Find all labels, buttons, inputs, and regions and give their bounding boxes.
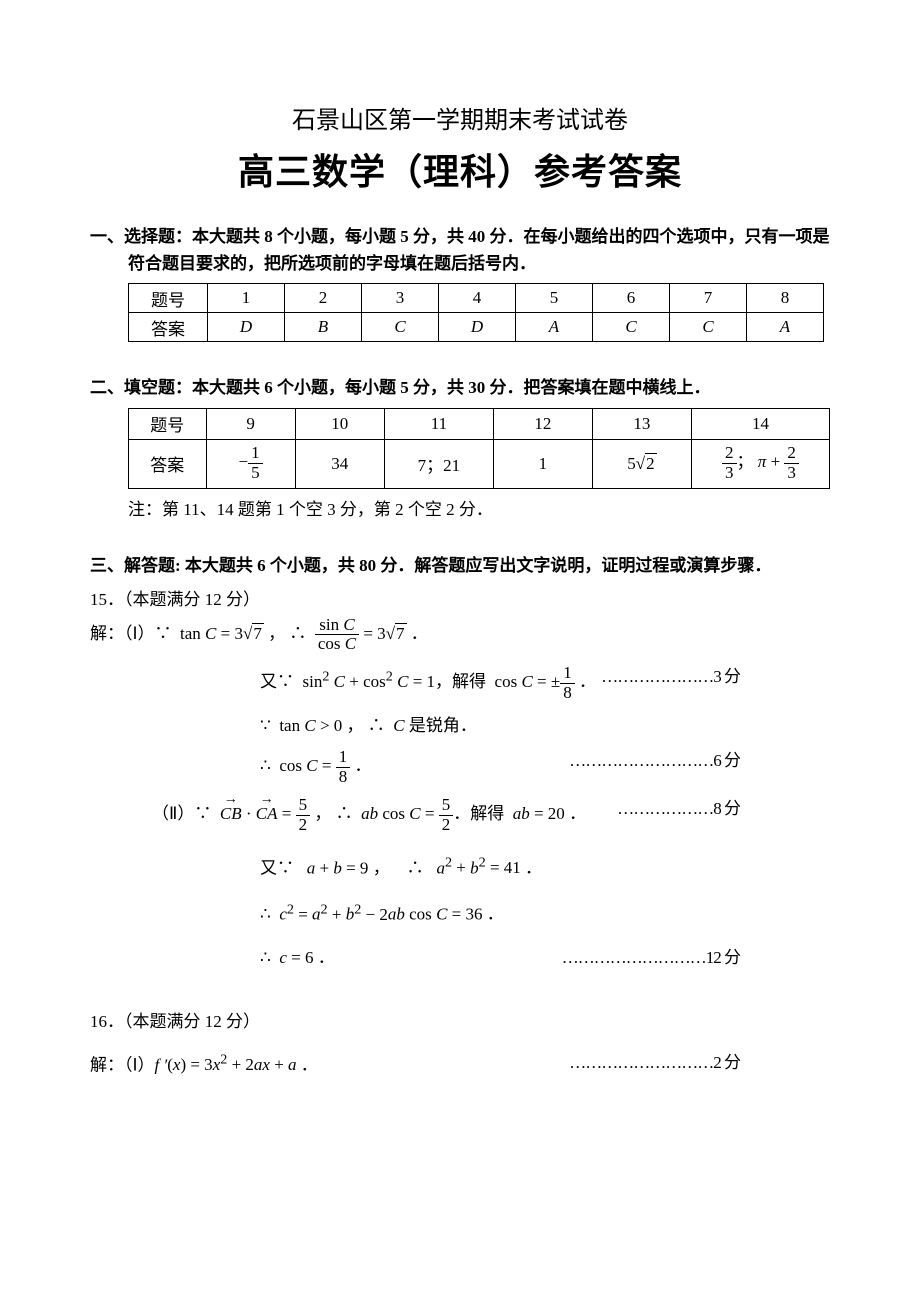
qnum-cell: 7	[670, 284, 747, 313]
q15-number: 15．（本题满分 12 分）	[90, 585, 830, 610]
answer-cell: 23； π + 23	[691, 439, 829, 488]
qnum-cell: 5	[516, 284, 593, 313]
answer-cell: A	[516, 313, 593, 342]
answer-cell: 7；21	[384, 439, 493, 488]
section2-note: 注：第 11、14 题第 1 个空 3 分，第 2 个空 2 分．	[128, 495, 830, 520]
math-line: ∵ tan C > 0 ， ∴ C 是锐角．	[260, 713, 830, 739]
math-line: 解：（Ⅰ）∵ tan C = 3√7 ， ∴ sin Ccos C = 3√7 …	[90, 616, 830, 654]
section3-heading: 三、解答题: 本大题共 6 个小题，共 80 分．解答题应写出文字说明，证明过程…	[128, 552, 830, 579]
qnum-cell: 6	[593, 284, 670, 313]
section2-table: 题号 9 10 11 12 13 14 答案 −15 34 7；21 1 5√2…	[128, 408, 830, 489]
answer-cell: D	[439, 313, 516, 342]
table-row: 答案 −15 34 7；21 1 5√2 23； π + 23	[129, 439, 830, 488]
table-row: 题号 1 2 3 4 5 6 7 8	[129, 284, 824, 313]
qnum-cell: 2	[285, 284, 362, 313]
qnum-cell: 11	[384, 408, 493, 439]
math-line: ∴ cos C = 18 ． ………………………6 分	[260, 748, 830, 786]
row-label: 答案	[129, 439, 207, 488]
math-line: 又∵ a + b = 9 ， ∴ a2 + b2 = 41 ．	[260, 853, 830, 881]
row-label: 答案	[129, 313, 208, 342]
answer-cell: C	[670, 313, 747, 342]
score-mark: ………………8 分	[617, 796, 740, 822]
answer-cell: 34	[295, 439, 384, 488]
table-row: 题号 9 10 11 12 13 14	[129, 408, 830, 439]
math-line: ∴ c = 6 ． ………………………12 分	[260, 945, 830, 971]
math-line: ∴ c2 = a2 + b2 − 2ab cos C = 36 ．	[260, 899, 830, 927]
section2-heading: 二、填空题：本大题共 6 个小题，每小题 5 分，共 30 分．把答案填在题中横…	[128, 374, 830, 401]
answer-cell: 1	[493, 439, 592, 488]
section1-heading: 一、选择题：本大题共 8 个小题，每小题 5 分，共 40 分．在每小题给出的四…	[128, 223, 830, 277]
answer-cell: C	[362, 313, 439, 342]
table-row: 答案 D B C D A C C A	[129, 313, 824, 342]
qnum-cell: 4	[439, 284, 516, 313]
answer-cell: C	[593, 313, 670, 342]
answer-cell: −15	[206, 439, 295, 488]
answer-cell: B	[285, 313, 362, 342]
qnum-cell: 3	[362, 284, 439, 313]
answer-cell: 5√2	[592, 439, 691, 488]
row-label: 题号	[129, 284, 208, 313]
qnum-cell: 12	[493, 408, 592, 439]
qnum-cell: 13	[592, 408, 691, 439]
answer-cell: A	[747, 313, 824, 342]
q16-number: 16．（本题满分 12 分）	[90, 1007, 830, 1032]
math-line: 解：（Ⅰ）f ′(x) = 3x2 + 2ax + a ． ………………………2…	[90, 1050, 830, 1078]
qnum-cell: 9	[206, 408, 295, 439]
score-mark: ………………………2 分	[569, 1050, 740, 1076]
score-mark: …………………3 分	[601, 664, 740, 690]
section1-table: 题号 1 2 3 4 5 6 7 8 答案 D B C D A C C A	[128, 283, 824, 342]
answer-cell: D	[208, 313, 285, 342]
qnum-cell: 8	[747, 284, 824, 313]
math-line: （Ⅱ）∵ CB · CA = 52 ， ∴ ab cos C = 52．解得 a…	[152, 796, 830, 834]
qnum-cell: 1	[208, 284, 285, 313]
row-label: 题号	[129, 408, 207, 439]
score-mark: ………………………6 分	[569, 748, 740, 774]
page-title: 高三数学（理科）参考答案	[90, 143, 830, 195]
math-line: 又∵ sin2 C + cos2 C = 1，解得 cos C = ±18 ． …	[260, 664, 830, 702]
qnum-cell: 14	[691, 408, 829, 439]
page-subtitle: 石景山区第一学期期末考试试卷	[90, 100, 830, 135]
score-mark: ………………………12 分	[562, 945, 740, 971]
qnum-cell: 10	[295, 408, 384, 439]
